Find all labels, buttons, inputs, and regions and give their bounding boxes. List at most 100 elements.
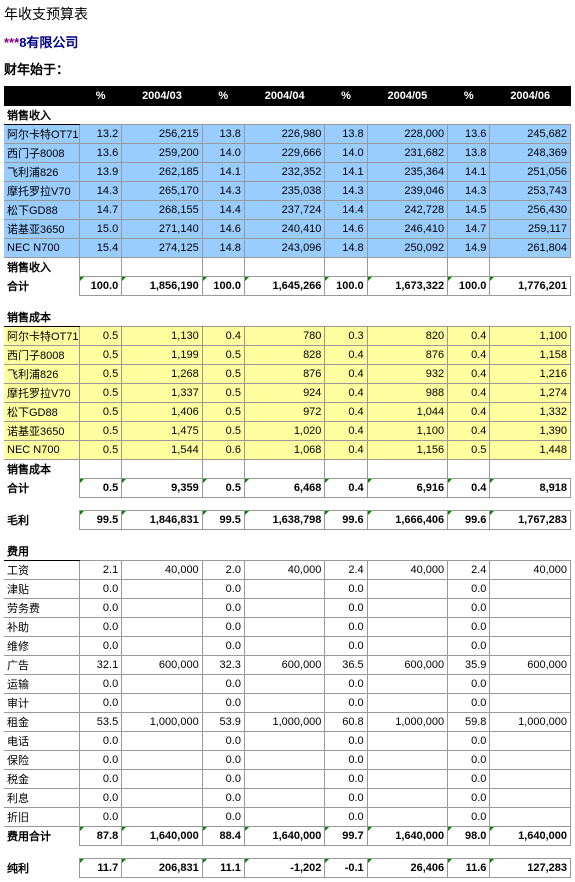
exp-label: 税金 [4,770,79,789]
pct-cell: 0.0 [448,808,490,827]
pct-cell: 13.9 [79,163,121,182]
val-cell: 226,980 [244,125,324,144]
pct-cell [79,460,121,479]
val-cell: 6,916 [367,479,447,498]
pct-cell: 14.0 [202,144,244,163]
val-cell [490,694,571,713]
pct-cell: 0.0 [202,675,244,694]
val-cell: 1,000,000 [122,713,202,732]
val-cell [122,694,202,713]
pct-cell: 14.3 [79,182,121,201]
val-cell [490,599,571,618]
val-cell [122,580,202,599]
val-cell: 40,000 [490,561,571,580]
pct-cell: 0.0 [79,808,121,827]
product-label: 西门子8008 [4,144,79,163]
pct-cell: 0.5 [79,422,121,441]
pct-cell: 0.6 [202,441,244,460]
pct-cell: 99.6 [325,511,367,530]
val-cell [367,751,447,770]
val-cell [367,789,447,808]
product-label: NEC N700 [4,441,79,460]
pct-cell: 2.1 [79,561,121,580]
pct-cell: 0.5 [202,346,244,365]
pct-cell [448,258,490,277]
val-cell: 9,359 [122,479,202,498]
val-cell: 1,544 [122,441,202,460]
pct-cell: 0.0 [325,675,367,694]
hdr-p0: 2004/03 [122,87,202,106]
pct-cell: 13.8 [202,125,244,144]
val-cell: 600,000 [122,656,202,675]
val-cell [122,751,202,770]
pct-cell: 0.5 [79,384,121,403]
pct-cell: 14.9 [448,239,490,258]
pct-cell: 0.4 [448,422,490,441]
pct-cell: 14.0 [325,144,367,163]
pct-cell: 15.0 [79,220,121,239]
exp-label: 租金 [4,713,79,732]
product-label: NEC N700 [4,239,79,258]
pct-cell: 100.0 [79,277,121,296]
val-cell [367,637,447,656]
product-label: 诺基亚3650 [4,422,79,441]
pct-cell: 14.1 [325,163,367,182]
val-cell: 40,000 [367,561,447,580]
hdr-pct: % [325,87,367,106]
exp-label: 维修 [4,637,79,656]
section-exp: 费用 [4,542,79,561]
val-cell: 1,767,283 [490,511,571,530]
pct-cell: 0.0 [448,789,490,808]
product-label: 摩托罗拉V70 [4,384,79,403]
pct-cell: 87.8 [79,827,121,846]
pct-cell: 0.0 [448,675,490,694]
pct-cell: 0.0 [202,637,244,656]
val-cell [490,770,571,789]
val-cell: 1,332 [490,403,571,422]
pct-cell: 0.0 [202,808,244,827]
pct-cell: 13.6 [79,144,121,163]
pct-cell: 0.0 [79,618,121,637]
hdr-pct: % [202,87,244,106]
val-cell: 1,645,266 [244,277,324,296]
val-cell: 1,100 [490,327,571,346]
val-cell: 1,158 [490,346,571,365]
val-cell: 246,410 [367,220,447,239]
fy-start-label: 财年始于： [4,59,575,78]
pct-cell: 0.4 [448,479,490,498]
pct-cell: 0.0 [202,732,244,751]
product-label: 松下GD88 [4,403,79,422]
val-cell: 1,274 [490,384,571,403]
pct-cell: 0.0 [325,618,367,637]
pct-cell: 0.0 [325,732,367,751]
exp-label: 津贴 [4,580,79,599]
product-label: 摩托罗拉V70 [4,182,79,201]
val-cell: 261,804 [490,239,571,258]
val-cell: 240,410 [244,220,324,239]
pct-cell: 11.7 [79,859,121,878]
val-cell [490,732,571,751]
pct-cell: 35.9 [448,656,490,675]
pct-cell: 99.6 [448,511,490,530]
val-cell [244,770,324,789]
val-cell: 127,283 [490,859,571,878]
pct-cell: 99.5 [202,511,244,530]
pct-cell: 0.0 [325,580,367,599]
pct-cell: 32.3 [202,656,244,675]
val-cell: 232,352 [244,163,324,182]
pct-cell: 0.0 [79,789,121,808]
pct-cell: 0.0 [79,675,121,694]
page-title: 年收支预算表 [4,4,575,24]
exp-label: 运输 [4,675,79,694]
val-cell [244,460,324,479]
val-cell: 6,468 [244,479,324,498]
product-label: 诺基亚3650 [4,220,79,239]
gross-label: 毛利 [4,511,79,530]
pct-cell: 0.0 [325,770,367,789]
pct-cell: 0.0 [79,580,121,599]
pct-cell: 0.0 [79,732,121,751]
val-cell: 876 [244,365,324,384]
val-cell: 248,369 [490,144,571,163]
val-cell: 1,448 [490,441,571,460]
pct-cell: 0.4 [325,346,367,365]
